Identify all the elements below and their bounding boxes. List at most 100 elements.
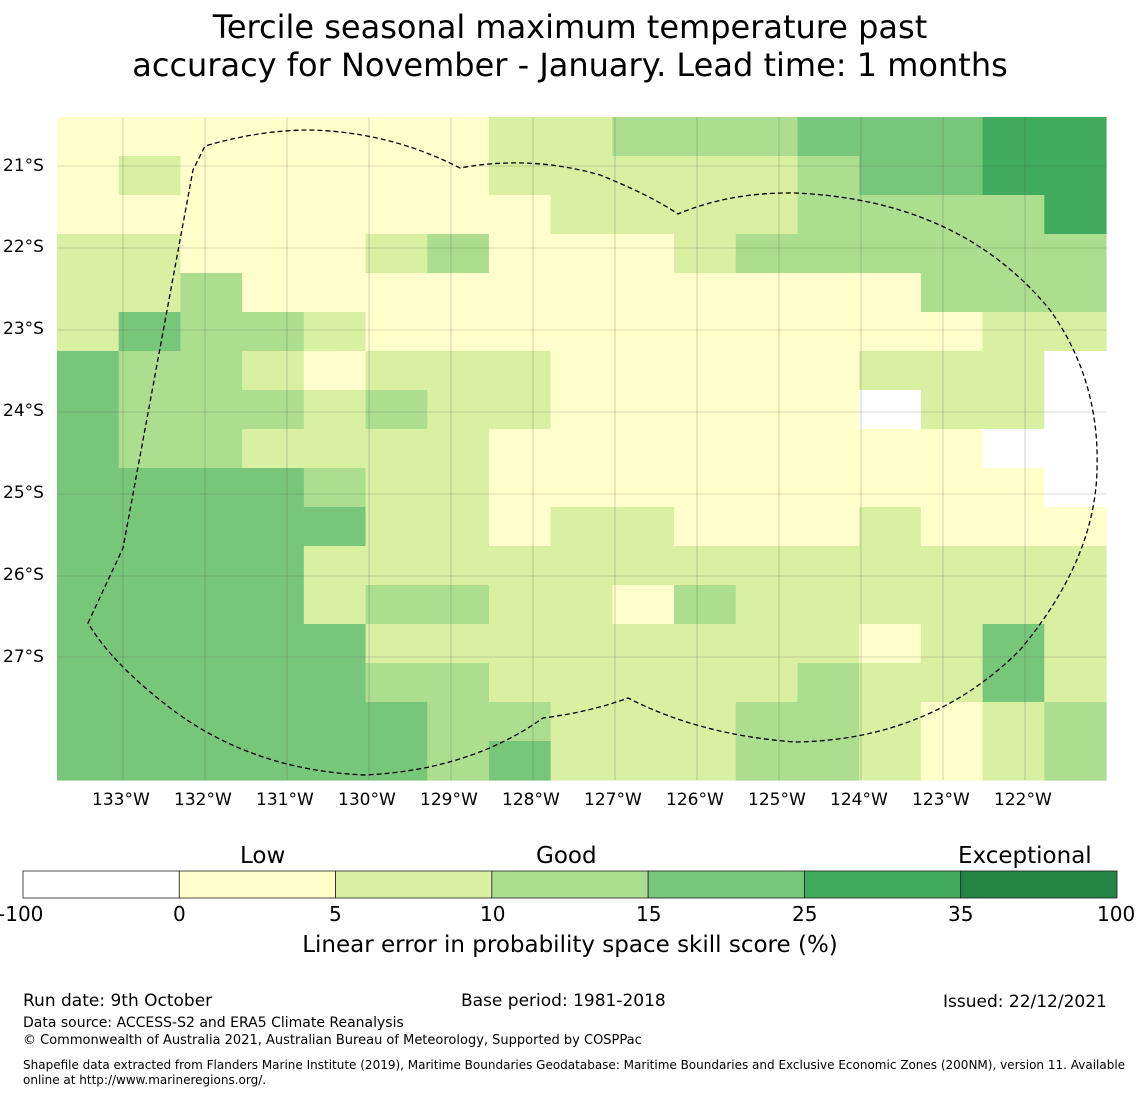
grid-cell xyxy=(797,117,860,157)
grid-cell xyxy=(57,741,120,781)
lat-label: 25°S xyxy=(3,483,44,503)
grid-cell xyxy=(1044,663,1107,703)
grid-cell xyxy=(920,546,984,586)
grid-cell xyxy=(180,663,243,703)
grid-cell xyxy=(550,585,613,625)
grid-cell xyxy=(920,702,984,742)
grid-cell xyxy=(797,585,860,625)
grid-cell xyxy=(612,663,675,703)
grid-cell xyxy=(550,741,613,781)
grid-cell xyxy=(488,390,552,430)
grid-cell xyxy=(180,429,243,469)
grid-cell xyxy=(859,468,922,508)
grid-cell xyxy=(982,234,1045,274)
grid-cell xyxy=(118,312,182,352)
grid-cell xyxy=(920,117,984,157)
grid-cell xyxy=(859,663,922,703)
grid-cell xyxy=(612,390,675,430)
grid-cell xyxy=(303,234,367,274)
grid-cell xyxy=(118,702,182,742)
grid-cell xyxy=(57,234,120,274)
grid-cell xyxy=(982,468,1045,508)
lon-label: 130°W xyxy=(338,790,396,810)
grid-cell xyxy=(920,312,984,352)
grid-cell xyxy=(57,507,120,547)
grid-cell xyxy=(612,195,675,235)
colorbar-tick: 15 xyxy=(636,902,662,926)
grid-cell xyxy=(118,624,182,664)
grid-cell xyxy=(612,507,675,547)
grid-cell xyxy=(797,156,860,196)
grid-cell xyxy=(118,273,182,313)
grid-cell xyxy=(365,312,428,352)
grid-cell xyxy=(242,351,305,391)
grid-cell xyxy=(365,195,428,235)
grid-cell xyxy=(57,546,120,586)
grid-cell xyxy=(365,429,428,469)
grid-cell xyxy=(57,585,120,625)
lon-label: 132°W xyxy=(174,790,232,810)
grid-cell xyxy=(674,585,737,625)
grid-cell xyxy=(57,390,120,430)
grid-cell xyxy=(674,741,737,781)
lon-label: 124°W xyxy=(830,790,888,810)
grid-cell xyxy=(303,702,367,742)
grid-cell xyxy=(920,156,984,196)
grid-cell xyxy=(859,585,922,625)
grid-cell xyxy=(859,702,922,742)
colorbar-label: Linear error in probability space skill … xyxy=(302,932,838,958)
grid-cell xyxy=(118,663,182,703)
grid-cell xyxy=(797,507,860,547)
grid-cell xyxy=(488,429,552,469)
grid-cell xyxy=(1044,312,1107,352)
grid-cell xyxy=(735,195,799,235)
grid-cell xyxy=(427,429,490,469)
grid-cell xyxy=(797,273,860,313)
grid-cell xyxy=(735,273,799,313)
colorbar-category-exceptional: Exceptional xyxy=(958,843,1092,869)
grid-cell xyxy=(57,195,120,235)
grid-cell xyxy=(550,663,613,703)
grid-cell xyxy=(612,585,675,625)
grid-cell xyxy=(180,468,243,508)
grid-cell xyxy=(488,507,552,547)
grid-cell xyxy=(920,663,984,703)
grid-cell xyxy=(365,468,428,508)
grid-cell xyxy=(1044,156,1107,196)
grid-cell xyxy=(427,741,490,781)
grid-cell xyxy=(735,663,799,703)
lon-label: 122°W xyxy=(994,790,1052,810)
grid-cell xyxy=(118,351,182,391)
grid-cell xyxy=(859,312,922,352)
grid-cell xyxy=(982,429,1045,469)
grid-cell xyxy=(1044,273,1107,313)
grid-cell xyxy=(365,702,428,742)
grid-cell xyxy=(488,546,552,586)
grid-cell xyxy=(797,351,860,391)
grid-cell xyxy=(180,546,243,586)
grid-cell xyxy=(550,390,613,430)
grid-cell xyxy=(982,351,1045,391)
grid-cell xyxy=(920,273,984,313)
colorbar-tick: 100 xyxy=(1097,902,1136,926)
grid-cell xyxy=(982,546,1045,586)
grid-cell xyxy=(118,195,182,235)
grid-cell xyxy=(365,234,428,274)
grid-cell xyxy=(612,351,675,391)
grid-cell xyxy=(303,624,367,664)
grid-cell xyxy=(550,468,613,508)
grid-cell xyxy=(180,624,243,664)
grid-cell xyxy=(242,234,305,274)
grid-cell xyxy=(180,195,243,235)
grid-cell xyxy=(303,390,367,430)
grid-cell xyxy=(242,507,305,547)
grid-cell xyxy=(982,741,1045,781)
grid-cell xyxy=(57,702,120,742)
colorbar-tick: 35 xyxy=(948,902,974,926)
colorbar-segment xyxy=(491,870,649,899)
grid-cell xyxy=(920,351,984,391)
grid-cell xyxy=(488,273,552,313)
colorbar-tick: 5 xyxy=(329,902,342,926)
chart-title-line-1: Tercile seasonal maximum temperature pas… xyxy=(212,8,928,46)
colorbar-tick: 0 xyxy=(173,902,186,926)
